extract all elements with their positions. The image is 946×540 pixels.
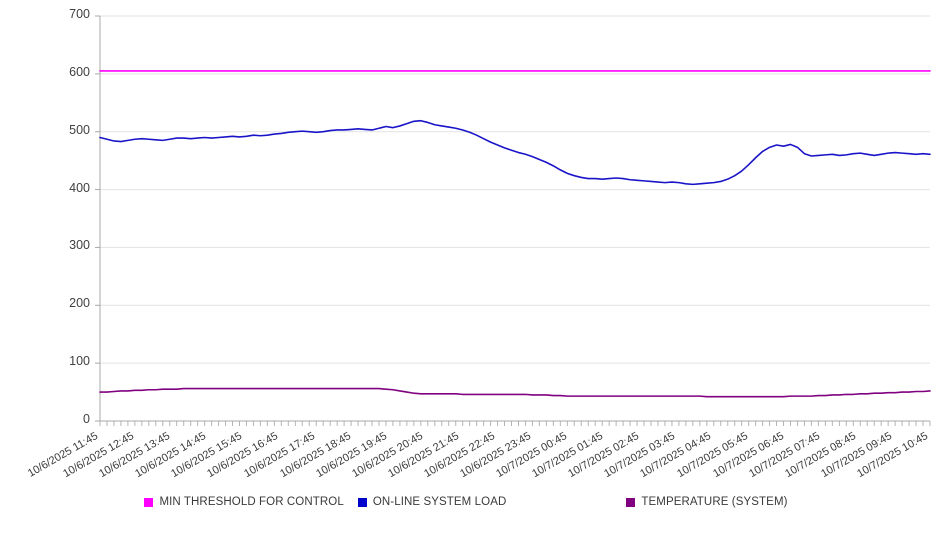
y-axis-tick-label: 400: [69, 180, 90, 195]
data-series: [99, 70, 931, 398]
x-tick-marks: [99, 421, 931, 426]
legend-swatch-icon: [144, 497, 154, 507]
y-axis-tick-label: 600: [69, 64, 90, 79]
legend-item[interactable]: MIN THRESHOLD FOR CONTROL: [144, 496, 344, 508]
y-axis-tick-label: 700: [69, 7, 90, 21]
legend-swatch-icon: [357, 497, 367, 507]
legend-label: TEMPERATURE (SYSTEM): [641, 496, 788, 508]
legend-item[interactable]: ON-LINE SYSTEM LOAD: [357, 496, 507, 508]
y-axis-tick-label: 100: [69, 354, 90, 369]
legend-swatch-icon: [626, 497, 636, 507]
series-line: [99, 387, 931, 398]
y-axis-tick-label: 0: [83, 412, 90, 426]
gridlines: [100, 15, 930, 422]
plot-area: [95, 15, 931, 426]
y-axis-tick-label: 300: [69, 238, 90, 253]
y-axis-tick-label: 200: [69, 296, 90, 311]
legend-item[interactable]: TEMPERATURE (SYSTEM): [626, 496, 787, 508]
y-axis-tick-label: 500: [69, 122, 90, 137]
legend-label: ON-LINE SYSTEM LOAD: [372, 496, 507, 508]
line-chart: 0 100 200 300 400 500 600 700 10/6/2025 11:45 10…: [0, 7, 946, 508]
legend-label: MIN THRESHOLD FOR CONTROL: [159, 496, 344, 508]
y-tick-marks: [95, 15, 100, 422]
chart-legend: MIN THRESHOLD FOR CONTROL ON-LINE SYSTEM …: [0, 496, 946, 508]
series-line: [99, 119, 931, 186]
